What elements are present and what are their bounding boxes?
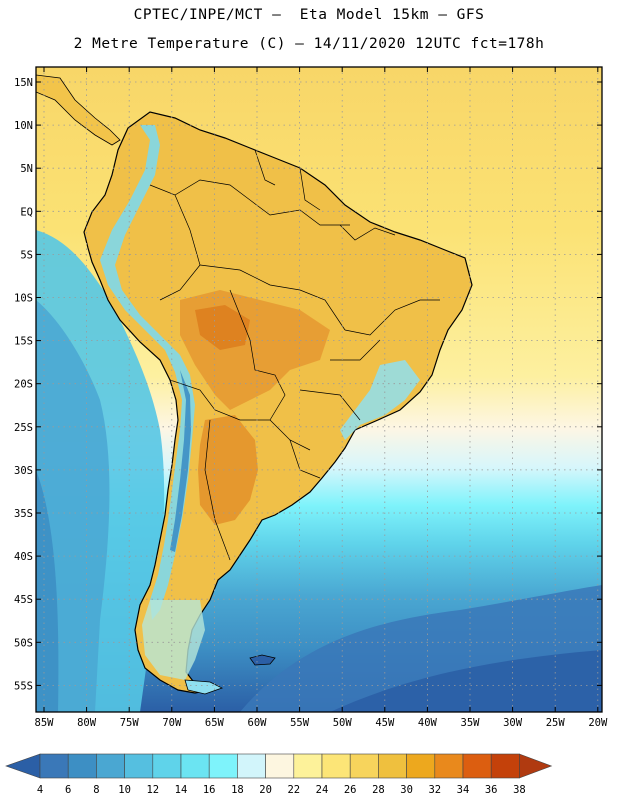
lat-label: 30S (14, 465, 33, 477)
legend-value-label: 8 (93, 784, 99, 796)
lat-label: 15N (14, 77, 33, 89)
lat-label: EQ (20, 206, 33, 218)
legend-swatch (237, 753, 266, 779)
lon-label: 85W (35, 717, 55, 729)
legend-swatch (265, 753, 295, 779)
bolivia-hot-core (195, 305, 250, 350)
legend-value-label: 20 (259, 784, 272, 796)
legend-value-label: 10 (118, 784, 131, 796)
lat-label: 15S (14, 336, 33, 348)
central-america-landmass (36, 74, 121, 146)
andes-cold-ridge (100, 125, 195, 620)
lon-label: 20W (588, 717, 608, 729)
legend-value-label: 16 (203, 784, 216, 796)
lon-label: 35W (461, 717, 481, 729)
south-america-landmass (83, 111, 473, 694)
legend-color-boxes (5, 753, 553, 779)
lon-label: 30W (503, 717, 523, 729)
graticule (36, 67, 602, 712)
legend-value-label: 24 (316, 784, 329, 796)
legend-swatch (434, 753, 464, 779)
legend-value-label: 6 (65, 784, 71, 796)
legend-arrow-high (519, 753, 553, 779)
lon-label: 60W (248, 717, 268, 729)
legend-swatch (349, 753, 379, 779)
legend-value-label: 26 (344, 784, 357, 796)
lat-label: 10N (14, 120, 33, 132)
lat-label: 20S (14, 379, 33, 391)
map-title-line2: 2 Metre Temperature (C) – 14/11/2020 12U… (73, 36, 545, 52)
legend-swatch (321, 753, 351, 779)
legend-swatch (67, 753, 97, 779)
lat-label: 50S (14, 637, 33, 649)
legend-swatch (462, 753, 492, 779)
andes-cold-core (170, 370, 191, 552)
chaco-hot-zone (198, 415, 258, 525)
legend-swatch (152, 753, 182, 779)
lat-label: 25S (14, 422, 33, 434)
lon-label: 40W (418, 717, 438, 729)
tierra-del-fuego (184, 679, 224, 695)
lat-label: 45S (14, 594, 33, 606)
legend-value-label: 38 (513, 784, 526, 796)
legend-value-label: 28 (372, 784, 385, 796)
pacific-coldest-band (36, 470, 59, 712)
lon-label: 80W (77, 717, 97, 729)
map-title-line1: CPTEC/INPE/MCT – Eta Model 15km – GFS (133, 7, 485, 23)
south-atlantic-coldest-band (330, 650, 602, 712)
legend-value-label: 22 (287, 784, 300, 796)
lon-label: 25W (546, 717, 566, 729)
legend-swatch (293, 753, 323, 779)
country-borders (149, 149, 440, 561)
color-legend: 4 6 8 10 12 14 16 18 20 22 24 26 28 30 32 34 36 38 (5, 753, 553, 796)
temperature-map: 15N 10N 5N EQ 5S 10S 15S 20S 25S 30S 35S 40S 45S 50S 5… (14, 66, 608, 729)
lon-label: 65W (205, 717, 225, 729)
legend-swatch (96, 753, 125, 779)
lat-label: 5N (20, 163, 33, 175)
legend-value-label: 18 (231, 784, 244, 796)
legend-swatch (124, 753, 154, 779)
legend-value-label: 32 (428, 784, 441, 796)
legend-value-labels: 4 6 8 10 12 14 16 18 20 22 24 26 28 30 32 34 36 38 (37, 784, 526, 796)
legend-value-label: 30 (400, 784, 413, 796)
legend-swatch (180, 753, 210, 779)
legend-value-label: 14 (175, 784, 188, 796)
legend-swatch (208, 753, 238, 779)
longitude-labels: 85W 80W 75W 70W 65W 60W 55W 50W 45W 40W 35W 30W 25W 2… (35, 717, 608, 729)
lat-label: 10S (14, 293, 33, 305)
legend-value-label: 4 (37, 784, 43, 796)
patagonia-cool-zone (142, 600, 205, 680)
legend-swatch (39, 753, 69, 779)
lon-label: 50W (333, 717, 353, 729)
legend-swatch (406, 753, 436, 779)
legend-value-label: 34 (457, 784, 470, 796)
lon-label: 75W (120, 717, 140, 729)
lat-label: 55S (14, 680, 33, 692)
map-frame (35, 66, 603, 713)
lat-label: 5S (20, 249, 33, 261)
falkland-islands (249, 654, 276, 666)
latitude-labels: 15N 10N 5N EQ 5S 10S 15S 20S 25S 30S 35S 40S 45S 50S 5… (14, 77, 33, 692)
lat-label: 40S (14, 551, 33, 563)
lat-label: 35S (14, 508, 33, 520)
axis-ticks (36, 67, 602, 712)
legend-swatch (490, 753, 520, 779)
legend-swatch (378, 753, 407, 779)
lon-label: 45W (375, 717, 395, 729)
legend-value-label: 36 (485, 784, 498, 796)
lon-label: 55W (290, 717, 310, 729)
lon-label: 70W (162, 717, 182, 729)
legend-arrow-low (5, 753, 41, 779)
map-plot-area (36, 67, 602, 712)
legend-value-label: 12 (146, 784, 159, 796)
